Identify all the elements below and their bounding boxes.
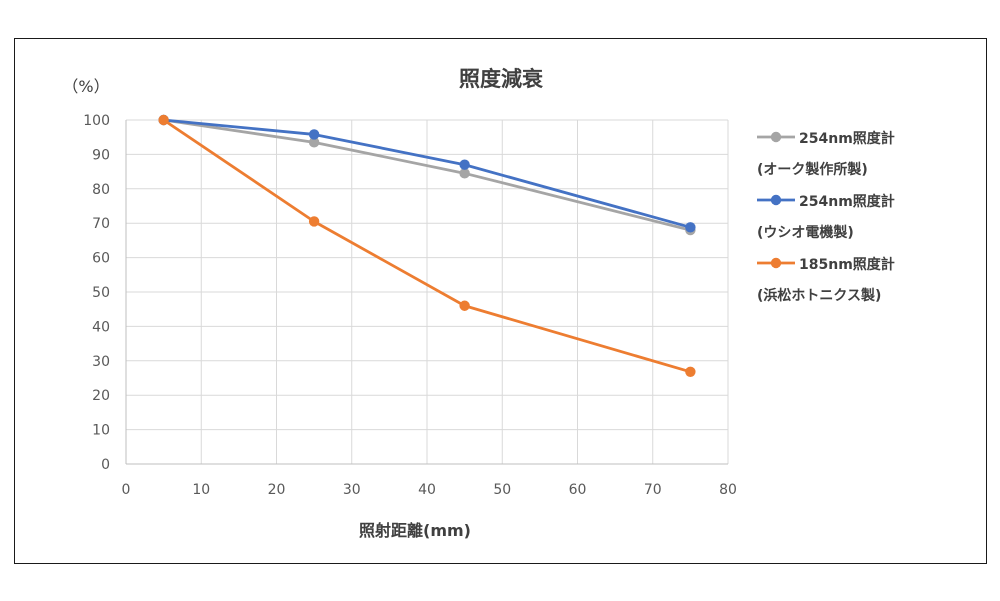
x-tick-label: 30: [343, 482, 361, 498]
y-tick-label: 40: [92, 319, 110, 335]
x-tick-label: 40: [418, 482, 436, 498]
legend-marker: [770, 194, 782, 206]
data-point: [459, 300, 470, 311]
series-line-1: [162, 118, 692, 229]
data-point: [685, 366, 696, 378]
axes: 0 10 20 30 40 50 60 70 80 90 100 0 10 20 30 40 50 60 70 80: [83, 113, 737, 498]
data-point: [459, 159, 470, 170]
x-tick-label: 20: [268, 482, 286, 498]
legend-label: 254nm照度計: [799, 130, 895, 147]
y-tick-label: 50: [92, 285, 110, 301]
legend-label: (オーク製作所製): [757, 161, 868, 178]
y-tick-label: 100: [83, 113, 110, 129]
y-tick-label: 90: [92, 147, 110, 163]
x-tick-label: 70: [644, 482, 662, 498]
x-axis-label: 照射距離(mm): [359, 521, 471, 540]
data-point: [685, 222, 696, 233]
data-point: [158, 114, 169, 126]
data-point: [308, 216, 320, 227]
legend-marker: [770, 257, 782, 269]
gridlines: [126, 119, 729, 465]
y-tick-label: 0: [101, 457, 110, 473]
series-line-0: [162, 118, 692, 232]
x-tick-label: 10: [192, 482, 210, 498]
chart-title: 照度減衰: [459, 67, 544, 91]
legend-marker: [770, 131, 782, 143]
x-tick-label: 60: [569, 482, 587, 498]
series-layer: [158, 114, 696, 378]
y-tick-label: 80: [92, 182, 110, 198]
legend-label: 254nm照度計: [799, 193, 895, 210]
y-tick-label: 30: [92, 354, 110, 370]
legend-label: (浜松ホトニクス製): [757, 287, 881, 304]
x-tick-label: 0: [122, 482, 131, 498]
y-tick-label: 60: [92, 251, 110, 267]
y-tick-label: 70: [92, 216, 110, 232]
y-tick-label: 20: [92, 388, 110, 404]
y-axis-label: （%）: [62, 77, 109, 96]
legend-label: 185nm照度計: [799, 256, 895, 273]
data-point: [308, 137, 320, 148]
x-tick-label: 50: [493, 482, 511, 498]
legend-label: (ウシオ電機製): [757, 224, 854, 241]
x-tick-label: 80: [719, 482, 737, 498]
series-line-2: [162, 118, 692, 374]
y-tick-label: 10: [92, 423, 110, 439]
data-point: [308, 129, 320, 140]
data-point: [459, 168, 470, 179]
legend: 254nm照度計 (オーク製作所製) 254nm照度計 (ウシオ電機製) 185nm照度…: [757, 130, 895, 304]
chart-frame: [14, 38, 987, 564]
